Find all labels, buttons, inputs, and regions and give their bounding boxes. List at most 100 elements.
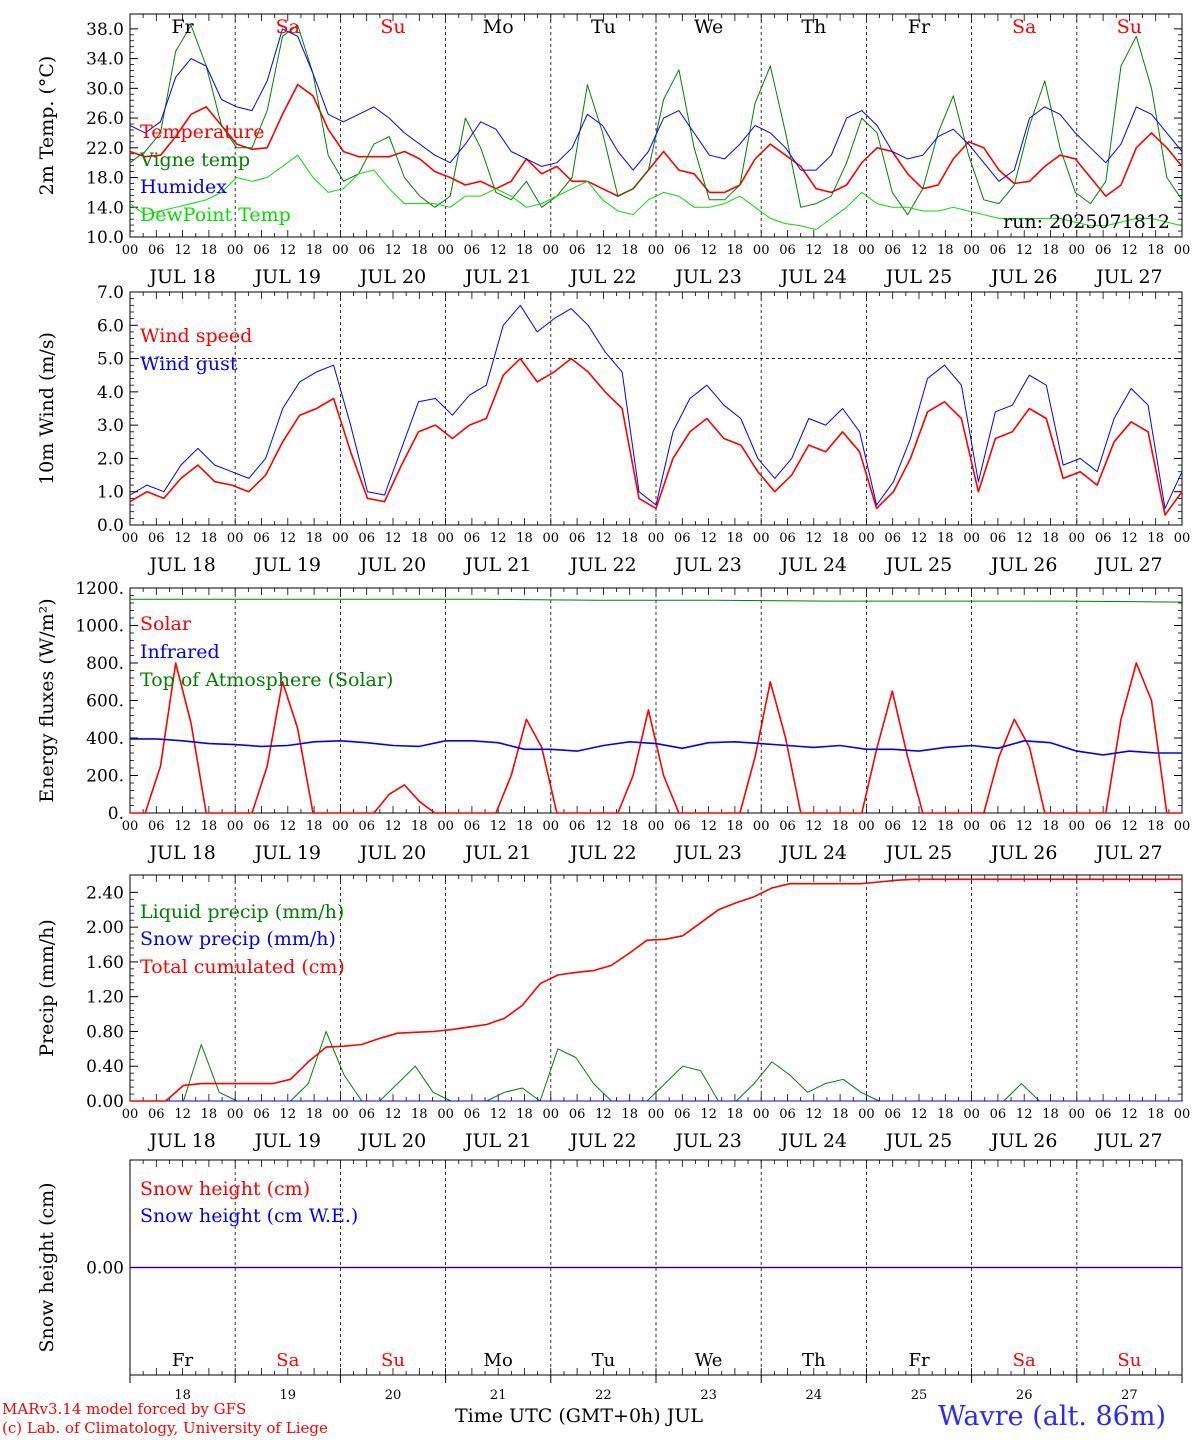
y-tick-label: 600. — [86, 692, 124, 712]
x-date-label: JUL 18 — [147, 1130, 215, 1152]
x-hour-label: 00 — [963, 243, 980, 258]
x-date-label: JUL 20 — [358, 266, 426, 288]
x-hour-label: 06 — [253, 243, 270, 258]
x-hour-label: 06 — [358, 243, 375, 258]
legend-entry: Wind speed — [140, 325, 252, 347]
x-hour-label: 06 — [779, 531, 796, 546]
weekday-label-bottom: Su — [381, 1350, 405, 1371]
weekday-label-top: Su — [1117, 16, 1142, 38]
x-hour-label: 00 — [543, 1107, 560, 1122]
x-hour-label: 18 — [201, 1107, 218, 1122]
x-hour-label: 00 — [437, 1107, 454, 1122]
x-hour-label: 18 — [727, 531, 744, 546]
model-credit: MARv3.14 model forced by GFS — [2, 1400, 247, 1418]
x-hour-label: 00 — [858, 531, 875, 546]
x-hour-label: 06 — [1095, 531, 1112, 546]
x-hour-label: 06 — [148, 819, 165, 834]
x-hour-label: 06 — [253, 819, 270, 834]
x-hour-label: 18 — [621, 819, 638, 834]
y-axis-title: Snow height (cm) — [36, 1182, 58, 1352]
x-hour-label: 00 — [122, 819, 139, 834]
x-hour-label: 12 — [1121, 531, 1138, 546]
x-hour-label: 00 — [753, 531, 770, 546]
x-hour-label: 12 — [280, 243, 297, 258]
x-hour-label: 12 — [700, 531, 717, 546]
x-hour-label: 18 — [306, 1107, 323, 1122]
x-hour-label: 12 — [1016, 819, 1033, 834]
legend-entry: Wind gust — [140, 353, 238, 375]
y-tick-label: 2.0 — [97, 449, 124, 469]
panel-wind: 0.0 1.0 2.0 3.0 4.0 5.0 6.0 7.0 10m Wind (m/s) Wi… — [36, 283, 1190, 576]
x-hour-label: 18 — [411, 243, 428, 258]
weekday-label-top: Sa — [1012, 16, 1036, 38]
x-hour-label: 00 — [648, 531, 665, 546]
x-hour-label: 06 — [1095, 243, 1112, 258]
x-hour-label: 18 — [621, 1107, 638, 1122]
x-hour-label: 00 — [648, 1107, 665, 1122]
x-date-label: JUL 21 — [463, 1130, 531, 1152]
x-hour-label: 06 — [1095, 1107, 1112, 1122]
day-number-label: 21 — [490, 1388, 507, 1403]
x-hour-label: 06 — [464, 243, 481, 258]
x-hour-label: 12 — [1121, 819, 1138, 834]
x-hour-label: 00 — [543, 531, 560, 546]
x-hour-label: 00 — [1069, 1107, 1086, 1122]
x-hour-label: 18 — [516, 1107, 533, 1122]
x-hour-label: 18 — [727, 243, 744, 258]
x-hour-label: 18 — [937, 531, 954, 546]
series-vigne-temp — [129, 24, 1183, 216]
x-date-label: JUL 24 — [779, 842, 847, 864]
x-hour-label: 12 — [700, 243, 717, 258]
x-hour-label: 00 — [332, 1107, 349, 1122]
x-hour-label: 18 — [832, 1107, 849, 1122]
x-hour-label: 00 — [227, 531, 244, 546]
x-hour-label: 06 — [884, 531, 901, 546]
x-hour-label: 12 — [911, 819, 928, 834]
x-date-label: JUL 20 — [358, 842, 426, 864]
y-tick-label: 18.0 — [86, 169, 124, 189]
day-number-label: 25 — [911, 1388, 928, 1403]
x-hour-label: 18 — [1147, 819, 1164, 834]
x-hour-label: 12 — [911, 1107, 928, 1122]
x-hour-label: 12 — [490, 1107, 507, 1122]
y-tick-label: 0.00 — [86, 1259, 124, 1279]
x-date-label: JUL 18 — [147, 266, 215, 288]
x-hour-label: 12 — [490, 819, 507, 834]
y-axis-title: 10m Wind (m/s) — [36, 332, 58, 485]
x-hour-label: 12 — [385, 1107, 402, 1122]
x-hour-label: 12 — [595, 243, 612, 258]
x-hour-label: 00 — [963, 1107, 980, 1122]
y-tick-label: 1000. — [75, 617, 124, 637]
weekday-label-bottom: Mo — [484, 1350, 513, 1371]
x-hour-label: 12 — [385, 819, 402, 834]
x-date-label: JUL 22 — [568, 554, 636, 576]
legend-entry: Snow height (cm W.E.) — [140, 1205, 358, 1227]
x-date-label: JUL 27 — [1094, 842, 1162, 864]
weekday-label-top: Tu — [591, 16, 616, 38]
x-hour-label: 18 — [1042, 1107, 1059, 1122]
legend-entry: Humidex — [140, 176, 227, 198]
x-hour-label: 12 — [595, 819, 612, 834]
x-hour-label: 12 — [1016, 531, 1033, 546]
x-hour-label: 00 — [858, 1107, 875, 1122]
y-tick-label: 1.0 — [97, 483, 124, 503]
x-hour-label: 12 — [280, 531, 297, 546]
x-hour-label: 12 — [174, 531, 191, 546]
y-tick-label: 800. — [86, 654, 124, 674]
x-hour-label: 18 — [727, 819, 744, 834]
x-hour-label: 00 — [858, 819, 875, 834]
x-hour-label: 06 — [884, 1107, 901, 1122]
weekday-label-bottom: Fr — [172, 1350, 193, 1371]
x-hour-label: 06 — [884, 819, 901, 834]
x-hour-label: 18 — [411, 531, 428, 546]
series-wind-gust — [129, 304, 1183, 509]
legend-entry: Total cumulated (cm) — [140, 956, 345, 978]
x-hour-label: 06 — [990, 531, 1007, 546]
x-date-label: JUL 24 — [779, 554, 847, 576]
x-hour-label: 18 — [516, 531, 533, 546]
x-date-label: JUL 27 — [1094, 266, 1162, 288]
x-hour-label: 18 — [832, 819, 849, 834]
x-date-label: JUL 19 — [253, 554, 321, 576]
x-hour-label: 18 — [1147, 531, 1164, 546]
x-date-label: JUL 22 — [568, 266, 636, 288]
